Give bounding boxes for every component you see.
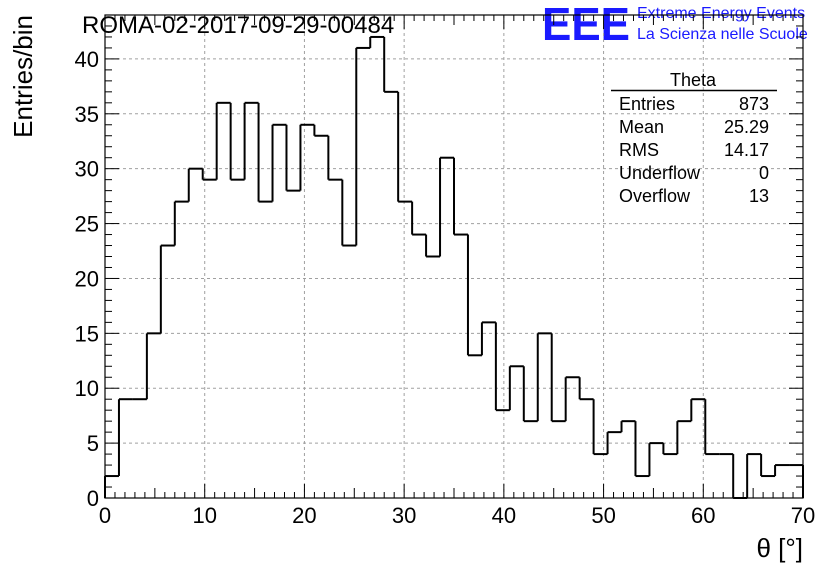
x-tick-label: 40 xyxy=(492,503,516,528)
y-tick-label: 30 xyxy=(75,157,99,182)
stats-underflow-value: 0 xyxy=(759,163,769,183)
x-tick-label: 70 xyxy=(791,503,815,528)
stats-overflow-label: Overflow xyxy=(619,186,691,206)
stats-rms-value: 14.17 xyxy=(724,140,769,160)
x-tick-label: 50 xyxy=(591,503,615,528)
y-tick-label: 40 xyxy=(75,47,99,72)
y-tick-label: 35 xyxy=(75,102,99,127)
stats-mean-label: Mean xyxy=(619,117,664,137)
x-tick-label: 30 xyxy=(392,503,416,528)
tick-labels: 0 10 20 30 40 50 60 70 0 5 10 15 20 25 30 35 40 xyxy=(75,47,816,528)
stats-overflow-value: 13 xyxy=(749,186,769,206)
x-tick-label: 60 xyxy=(691,503,715,528)
stats-underflow-label: Underflow xyxy=(619,163,701,183)
x-tick-label: 20 xyxy=(292,503,316,528)
eee-logo: EEE Extreme Energy Events La Scienza nel… xyxy=(542,0,808,50)
histogram-series xyxy=(104,35,804,499)
x-tick-label: 0 xyxy=(99,503,111,528)
y-tick-label: 20 xyxy=(75,266,99,291)
y-tick-label: 5 xyxy=(87,431,99,456)
chart-title: ROMA-02-2017-09-29-00484 xyxy=(82,12,394,39)
stats-mean-value: 25.29 xyxy=(724,117,769,137)
stats-box: Theta Entries 873 Mean 25.29 RMS 14.17 U… xyxy=(611,70,777,206)
y-axis-label: Entries/bin xyxy=(8,15,38,138)
x-tick-label: 10 xyxy=(192,503,216,528)
y-tick-label: 0 xyxy=(87,486,99,511)
stats-entries-value: 873 xyxy=(739,94,769,114)
y-tick-label: 15 xyxy=(75,321,99,346)
logo-mark: EEE xyxy=(542,0,630,50)
stats-entries-label: Entries xyxy=(619,94,675,114)
stats-title: Theta xyxy=(670,70,717,90)
y-tick-label: 10 xyxy=(75,376,99,401)
y-tick-label: 25 xyxy=(75,212,99,237)
stats-rms-label: RMS xyxy=(619,140,659,160)
logo-line-1: Extreme Energy Events xyxy=(637,5,805,22)
logo-line-2: La Scienza nelle Scuole xyxy=(637,26,808,43)
x-axis-label: θ [°] xyxy=(756,533,803,563)
plot-frame xyxy=(104,14,804,499)
